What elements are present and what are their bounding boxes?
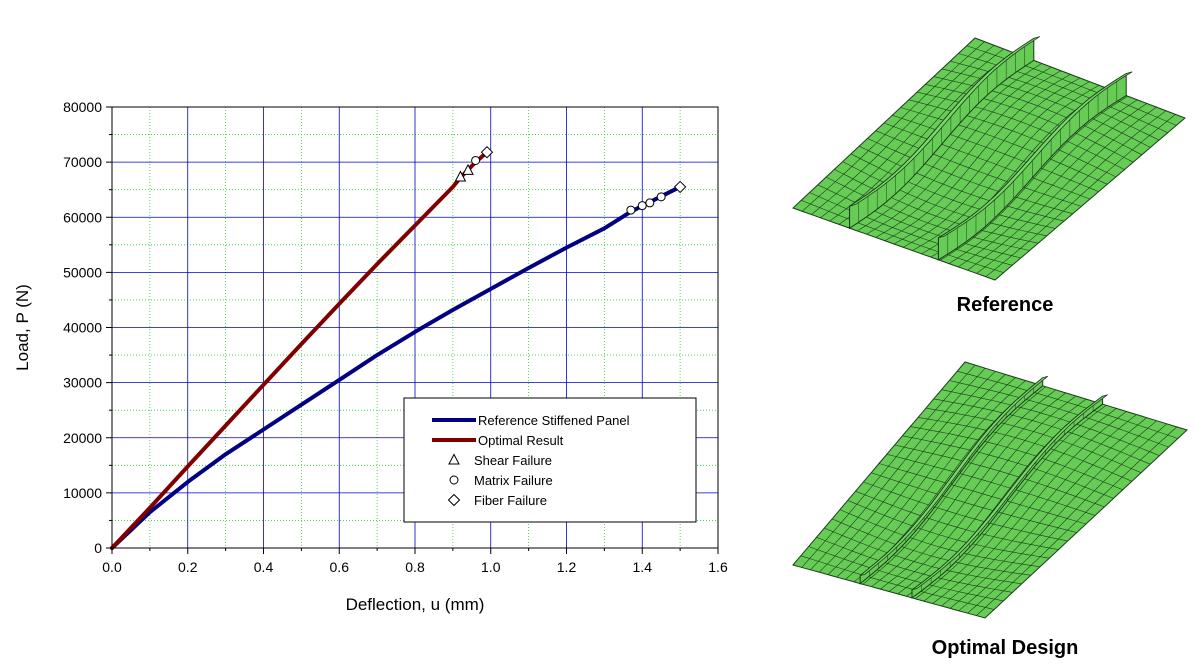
mesh-plate	[792, 361, 1188, 619]
x-axis-label: Deflection, u (mm)	[346, 595, 485, 614]
mesh-line	[816, 537, 1013, 593]
mesh-line	[842, 161, 1047, 237]
legend-marker	[449, 475, 459, 485]
stiffener-cap	[938, 71, 1133, 239]
legend-label: Shear Failure	[474, 453, 552, 468]
y-tick-label: 80000	[63, 99, 102, 115]
x-tick-label: 0.8	[405, 559, 425, 575]
circle-marker	[645, 198, 655, 208]
mesh-line	[892, 115, 1099, 192]
legend-label: Reference Stiffened Panel	[478, 413, 630, 428]
y-tick-label: 70000	[63, 154, 102, 170]
reference-caption: Reference	[956, 294, 1054, 316]
axis-ticks: 0.0 0.2 0.4 0.6 0.8 1.0 1.2 1.4 1.6 0 10000 20000 30…	[63, 99, 728, 575]
stiffener-cap	[849, 36, 1041, 207]
mesh-line	[950, 60, 1160, 141]
failure-markers	[454, 145, 687, 215]
y-tick-label: 40000	[63, 320, 102, 336]
mesh-line	[871, 472, 1077, 533]
legend-marker	[448, 453, 460, 465]
x-tick-label: 1.4	[633, 559, 653, 575]
x-tick-label: 1.6	[708, 559, 728, 575]
mesh-line	[925, 407, 1142, 473]
mesh-line	[855, 490, 1059, 550]
legend-label: Fiber Failure	[474, 493, 547, 508]
mesh-line	[850, 153, 1056, 229]
diamond-marker	[673, 180, 687, 194]
mesh-line	[839, 509, 1041, 567]
mesh-line	[957, 370, 1178, 439]
mesh-line	[834, 169, 1039, 244]
mesh-line	[824, 527, 1022, 585]
y-tick-label: 20000	[63, 430, 102, 446]
mesh-line	[925, 84, 1134, 163]
x-tick-label: 0.4	[254, 559, 274, 575]
mesh-line	[847, 500, 1050, 559]
x-tick-label: 0.6	[330, 559, 350, 575]
mesh-line	[918, 417, 1133, 482]
mesh-line	[878, 463, 1087, 525]
mesh-line	[817, 184, 1021, 259]
mesh-line	[863, 481, 1068, 542]
mesh-line	[831, 518, 1031, 576]
x-tick-label: 0.2	[178, 559, 198, 575]
y-axis-label: Load, P (N)	[13, 284, 32, 371]
mesh-line	[883, 122, 1091, 200]
mesh-line	[809, 192, 1013, 266]
load-deflection-chart: 0.0 0.2 0.4 0.6 0.8 1.0 1.2 1.4 1.6 0 10000 20000 30…	[13, 99, 728, 614]
mesh-line	[941, 389, 1160, 456]
diamond-marker	[480, 145, 494, 159]
mesh-line	[875, 130, 1082, 207]
mesh-line	[808, 546, 1004, 602]
x-tick-label: 1.0	[481, 559, 501, 575]
stiffener-cap	[859, 375, 1048, 576]
legend-marker	[447, 493, 461, 507]
mesh-line	[825, 176, 1030, 251]
mesh-line	[902, 435, 1114, 499]
circle-marker	[471, 155, 481, 165]
optimal-caption: Optimal Design	[931, 637, 1079, 659]
series-line-reference	[110, 184, 683, 550]
x-tick-label: 0.0	[102, 559, 122, 575]
optimal-panel-mesh	[792, 361, 1188, 619]
mesh-line	[917, 91, 1125, 170]
mesh-line	[900, 107, 1108, 185]
mesh-line	[867, 138, 1073, 214]
mesh-line	[933, 76, 1142, 156]
mesh-line	[800, 555, 995, 610]
y-tick-label: 60000	[63, 209, 102, 225]
y-tick-label: 30000	[63, 375, 102, 391]
mesh-line	[859, 145, 1065, 222]
mesh-line	[801, 200, 1004, 273]
mesh-line	[894, 444, 1105, 508]
reference-panel-mesh	[792, 36, 1186, 281]
circle-marker	[656, 192, 666, 202]
legend-label: Matrix Failure	[474, 473, 553, 488]
mesh-line	[949, 380, 1169, 448]
legend: Reference Stiffened Panel Optimal Result S…	[403, 397, 697, 523]
y-tick-label: 10000	[63, 485, 102, 501]
circle-marker	[626, 205, 636, 215]
mesh-line	[966, 45, 1177, 126]
triangle-marker	[462, 163, 474, 175]
stiffener-cap	[911, 394, 1108, 591]
x-tick-label: 1.2	[557, 559, 577, 575]
mesh-line	[958, 53, 1168, 133]
mesh-line	[941, 68, 1151, 148]
circle-marker	[637, 201, 647, 211]
mesh-line	[910, 426, 1123, 491]
triangle-marker	[454, 170, 467, 182]
mesh-line	[886, 454, 1096, 516]
mesh-line	[908, 99, 1117, 178]
y-tick-label: 50000	[63, 264, 102, 280]
legend-label: Optimal Result	[478, 433, 564, 448]
y-tick-label: 0	[94, 540, 102, 556]
mesh-line	[933, 398, 1151, 465]
